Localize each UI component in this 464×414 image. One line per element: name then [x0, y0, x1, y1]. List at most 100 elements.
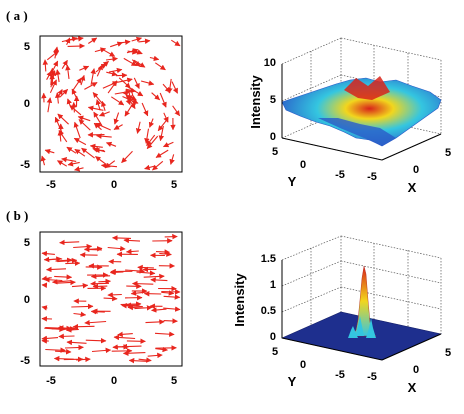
- panel-a-quiver-plot: 5 0 -5 -5 0 5: [20, 35, 183, 191]
- panel-a-quiver-arrow: [55, 69, 61, 83]
- panel-b-surface-xtick: -5: [367, 371, 377, 383]
- panel-a-quiver-arrow: [57, 160, 68, 167]
- panel-b-quiver-arrow: [98, 278, 111, 285]
- panel-a-quiver-arrow: [51, 60, 59, 74]
- panel-b-quiver-arrow: [155, 346, 168, 353]
- panel-b-quiver-arrow: [41, 305, 48, 311]
- panel-a-quiver-arrow: [151, 92, 161, 101]
- panel-a-quiver-arrow: [115, 72, 128, 79]
- panel-b-surface-ytick: 0: [300, 359, 306, 371]
- panel-a-quiver-arrow: [110, 96, 125, 106]
- panel-a-quiver-arrow: [108, 67, 123, 74]
- panel-a-quiver-arrow: [79, 74, 86, 86]
- panel-a-quiver-arrow: [67, 43, 85, 49]
- panel-a-quiver-arrow: [74, 148, 86, 157]
- panel-b-quiver-arrow: [163, 318, 178, 324]
- panel-a-quiver-arrow: [61, 59, 68, 69]
- panel-a-surface-xtick: 5: [445, 147, 451, 159]
- panel-a-quiver-arrow: [135, 121, 142, 134]
- panel-a-quiver-arrow: [171, 81, 178, 94]
- panel-a-quiver-arrow: [54, 116, 63, 133]
- panel-b-quiver-arrow: [76, 356, 91, 363]
- panel-a-quiver-arrow: [74, 166, 84, 172]
- panel-a-surface-ytick: 5: [272, 146, 278, 158]
- panel-b-quiver-arrow: [137, 264, 154, 271]
- panel-b-quiver-arrow: [43, 256, 63, 263]
- panel-b-surface-ztick: 0.5: [261, 305, 276, 317]
- panel-a-quiver-arrow: [73, 137, 87, 146]
- panel-a-quiver-arrow: [67, 161, 80, 167]
- panel-a-quiver-arrow: [87, 37, 98, 44]
- panel-b-quiver-arrow: [103, 295, 118, 302]
- panel-b-quiver-arrow: [46, 266, 67, 273]
- panel-b-surface-side-peak: [348, 326, 358, 338]
- panel-a-surface-xlabel: X: [408, 180, 417, 195]
- panel-a-quiver-arrow: [94, 47, 107, 53]
- panel-b-quiver-arrow: [113, 334, 136, 341]
- panel-a-quiver-arrow: [158, 125, 165, 142]
- panel-a-quiver-arrow: [121, 150, 133, 163]
- panel-b-quiver-arrow: [55, 257, 73, 264]
- panel-a-quiver-xtick: -5: [46, 179, 56, 191]
- panel-a-quiver-arrow: [42, 59, 49, 72]
- panel-a-quiver-arrow: [167, 78, 173, 94]
- panel-a-quiver-arrow: [72, 77, 82, 91]
- panel-a-surface-plot: 10 5 0 Intensity 5 0 -5 Y -5 0 5 X: [248, 37, 451, 195]
- panel-a-quiver-arrow: [171, 39, 181, 47]
- panel-b-quiver-arrow: [44, 326, 65, 332]
- panel-a-label: ( a ): [6, 8, 28, 23]
- panel-a-quiver-arrow: [79, 65, 90, 71]
- panel-a-quiver-ytick: 5: [24, 41, 30, 53]
- panel-b-quiver-arrow: [125, 248, 139, 255]
- panel-b-quiver-arrow: [150, 277, 168, 283]
- panel-b-quiver-ytick: -5: [20, 355, 30, 367]
- panel-a-quiver-arrow: [58, 130, 68, 143]
- panel-b-quiver-arrow: [143, 273, 165, 280]
- panel-a-quiver-arrow: [117, 77, 133, 83]
- panel-b-surface-ztick: 1.5: [261, 253, 276, 265]
- panel-b-quiver-arrow: [59, 239, 80, 246]
- panel-b-surface-ztick: 1: [270, 279, 276, 291]
- panel-a-quiver-frame: [39, 35, 183, 173]
- panel-a-quiver-arrow: [118, 77, 131, 89]
- panel-a-surface-zlabel: Intensity: [248, 75, 263, 129]
- panel-b-quiver-arrow: [58, 333, 75, 340]
- panel-b-quiver-arrow: [85, 337, 107, 344]
- panel-a-quiver-arrow: [44, 148, 55, 155]
- panel-a-quiver-arrow: [61, 36, 78, 43]
- panel-b-quiver-ytick: 0: [24, 294, 30, 306]
- panel-b-surface-xtick: 0: [413, 364, 419, 376]
- panel-b-quiver-arrow: [107, 292, 122, 298]
- panel-a-quiver-arrow: [94, 147, 105, 154]
- panel-b-quiver-arrow: [163, 294, 181, 300]
- panel-a-surface-x-axis: [381, 133, 442, 161]
- panel-a-quiver-arrow: [90, 68, 96, 85]
- panel-b-quiver-arrow: [73, 311, 87, 318]
- panel-b-quiver-xtick: 0: [111, 375, 117, 387]
- panel-a-quiver-arrow: [140, 80, 155, 86]
- panel-b-quiver-arrow: [112, 344, 128, 350]
- panel-a-quiver-arrow: [123, 57, 137, 67]
- panel-b-quiver-arrow: [138, 357, 152, 363]
- panel-b-quiver-arrow: [65, 260, 81, 267]
- panel-b-quiver-arrow: [54, 274, 73, 280]
- panel-a-quiver-arrow: [131, 36, 143, 43]
- panel-b-quiver-arrow: [72, 323, 95, 330]
- panel-b-quiver-arrow: [66, 339, 87, 346]
- panel-b-quiver-arrow: [163, 306, 181, 312]
- panel-a-quiver-arrow: [106, 71, 118, 77]
- panel-a-quiver-ytick: -5: [20, 159, 30, 171]
- panel-a-quiver-arrow: [46, 70, 52, 80]
- panel-a-quiver-arrow: [95, 60, 109, 73]
- panel-a-quiver-arrow: [155, 149, 169, 158]
- panel-a-quiver-arrow: [101, 100, 107, 111]
- panel-a-quiver-arrow: [159, 92, 167, 108]
- panel-a-quiver-ytick: 0: [24, 98, 30, 110]
- panel-a-quiver-arrow: [104, 160, 116, 169]
- panel-b-quiver-arrow: [41, 250, 55, 257]
- panel-b-surface-xtick: 5: [445, 347, 451, 359]
- panel-a-quiver-arrow: [126, 48, 139, 54]
- panel-a-surface-xtick: 0: [413, 164, 419, 176]
- panel-b-quiver-arrow: [120, 301, 142, 307]
